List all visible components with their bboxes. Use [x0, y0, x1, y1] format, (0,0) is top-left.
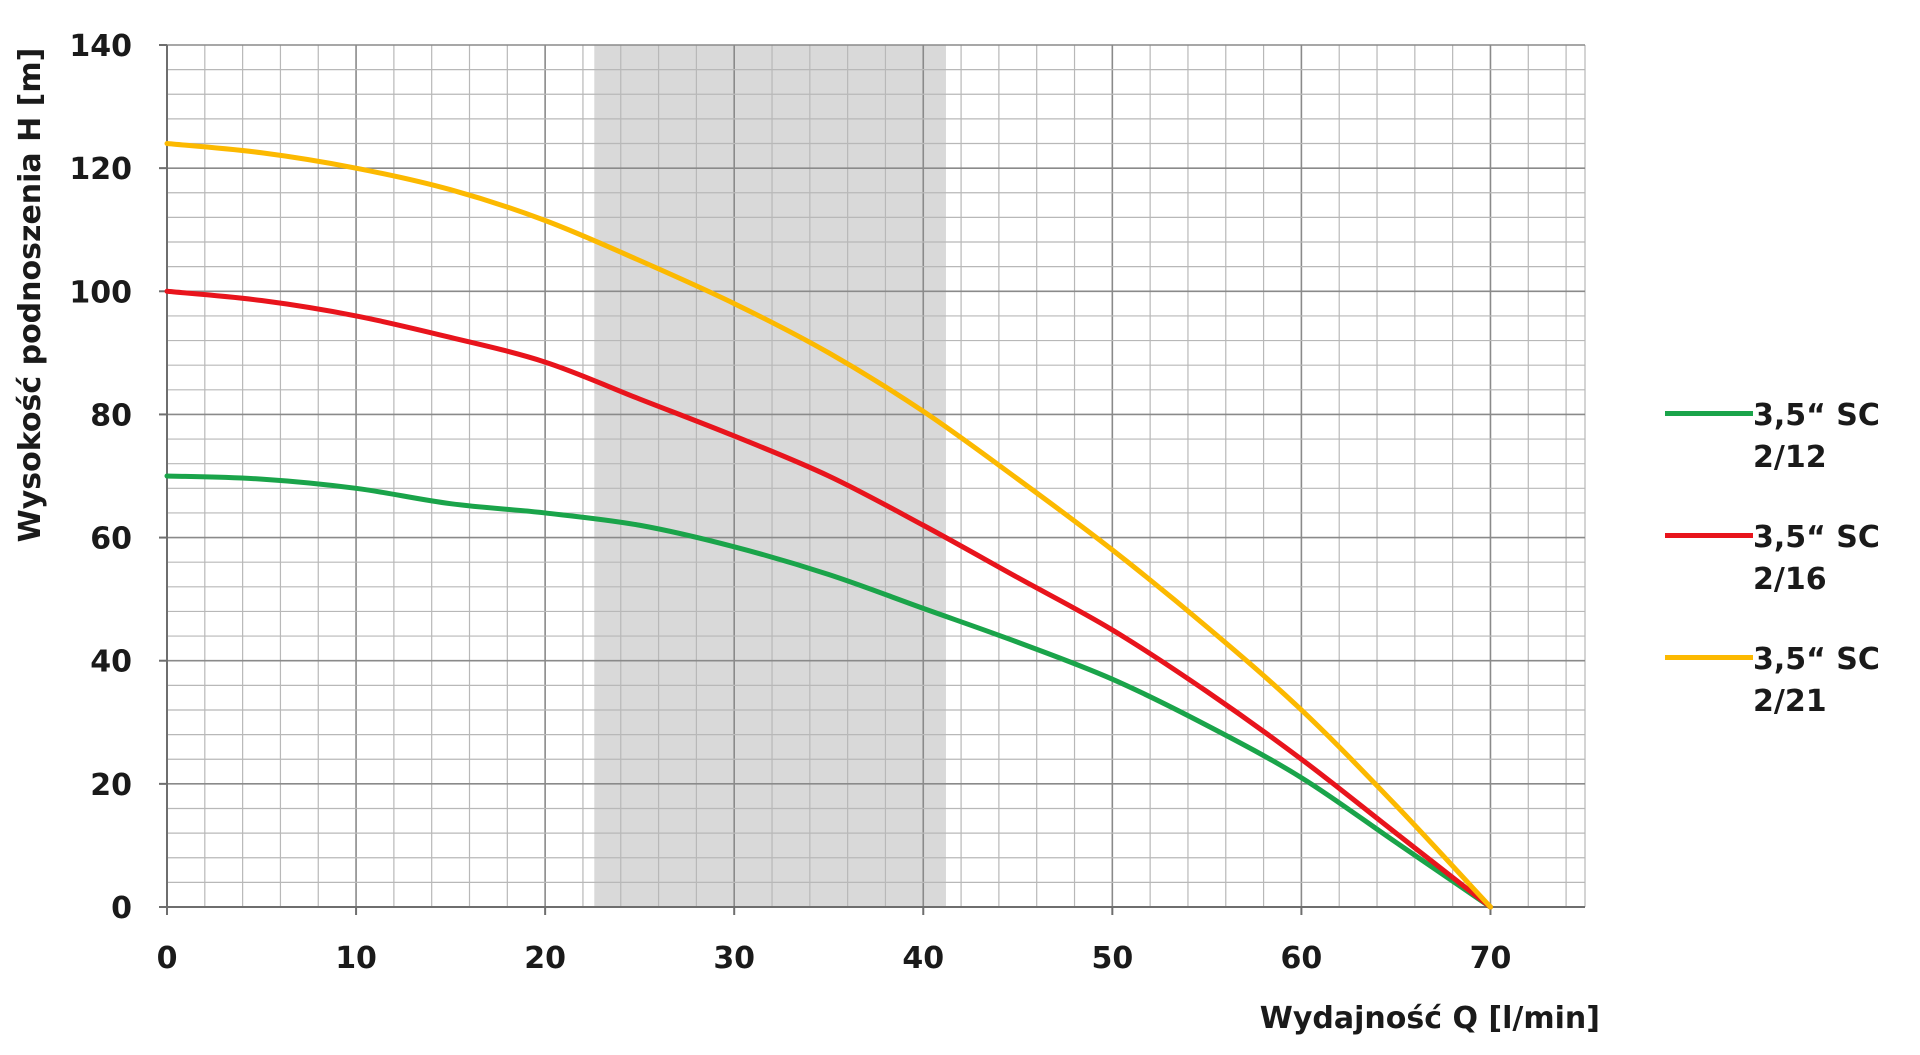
legend-swatch-2-16 [1665, 533, 1753, 538]
series-line-2-12 [164, 473, 1493, 910]
legend-swatch-2-12 [1665, 411, 1753, 416]
highlight-band [594, 45, 946, 907]
x-tick-label: 40 [902, 941, 944, 976]
y-tick-label: 60 [90, 522, 132, 557]
x-axis-title: Wydajność Q [l/min] [1260, 1001, 1600, 1036]
x-tick-label: 70 [1470, 941, 1512, 976]
legend: 3,5“ SC 2/12 3,5“ SC 2/16 3,5“ SC 2/21 [1665, 395, 1915, 761]
y-tick-label: 100 [69, 275, 132, 310]
y-tick-label: 0 [111, 891, 132, 926]
legend-label-2-16: 3,5“ SC 2/16 [1753, 520, 1880, 597]
y-tick-label: 40 [90, 645, 132, 680]
x-tick-label: 30 [713, 941, 755, 976]
legend-item-2-16: 3,5“ SC 2/16 [1665, 517, 1915, 639]
grid-layer [166, 44, 1586, 908]
x-tick-label: 60 [1281, 941, 1323, 976]
x-tick-label: 10 [335, 941, 377, 976]
legend-swatch-2-21 [1665, 655, 1753, 660]
legend-item-2-21: 3,5“ SC 2/21 [1665, 639, 1915, 761]
x-tick-label: 0 [157, 941, 178, 976]
x-tick-label: 50 [1091, 941, 1133, 976]
series-line-2-21 [164, 141, 1493, 910]
highlight-band-layer [594, 45, 946, 907]
legend-label-2-12: 3,5“ SC 2/12 [1753, 398, 1880, 475]
y-tick-label: 80 [90, 398, 132, 433]
tick-label-layer: 0 10 20 30 40 50 60 70 0 20 40 60 80 100 120 140 [69, 29, 1511, 976]
series-layer [164, 141, 1493, 910]
y-tick-label: 120 [69, 152, 132, 187]
y-tick-label: 20 [90, 768, 132, 803]
legend-label-2-21: 3,5“ SC 2/21 [1753, 642, 1880, 719]
y-tick-label: 140 [69, 29, 132, 64]
legend-item-2-12: 3,5“ SC 2/12 [1665, 395, 1915, 517]
series-line-2-16 [164, 288, 1493, 910]
x-tick-label: 20 [524, 941, 566, 976]
y-axis-title: Wysokość podnoszenia H [m] [13, 48, 48, 543]
